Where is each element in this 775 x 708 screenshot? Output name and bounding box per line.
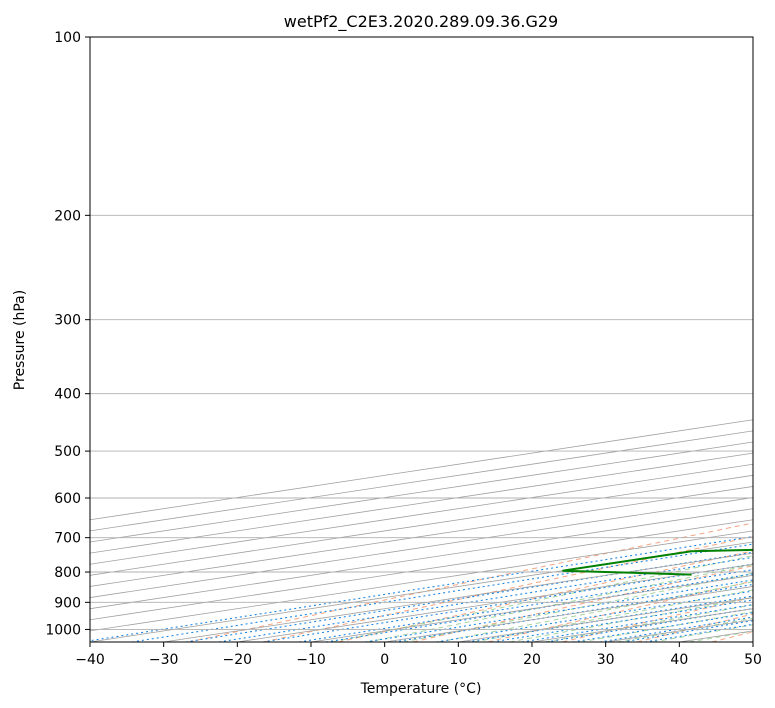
y-tick-label: 700 [54,531,81,547]
x-tick-label: 20 [523,652,541,668]
dry-adiabat [188,522,753,642]
isotherm [90,441,753,543]
isotherm [90,497,753,598]
y-axis-title: Pressure (hPa) [12,290,28,390]
x-tick-label: −20 [223,652,253,668]
y-tick-label: 900 [54,595,81,611]
y-tick-label: 100 [54,30,81,46]
isotherm [90,530,753,632]
isotherm [90,474,753,576]
isotherm [90,463,753,565]
x-axis-title: Temperature (°C) [360,681,482,697]
plot-frame [89,36,754,643]
mixing-ratio-line [599,616,753,642]
grid-lines [90,37,753,642]
moist-adiabat [403,572,753,642]
y-axis: 100 200 300 400 500 600 700 800 900 1000 [45,30,90,638]
x-tick-label: 50 [744,652,762,668]
x-tick-label: −30 [149,652,179,668]
mixing-ratio-line [218,556,753,642]
isotherm [90,508,753,610]
mixing-ratio-line [546,607,753,642]
x-tick-label: −10 [296,652,326,668]
dry-adiabat [412,565,753,642]
y-tick-label: 600 [54,491,81,507]
isotherm [90,519,753,621]
y-tick-label: 500 [54,444,81,460]
y-tick-label: 1000 [45,622,81,638]
x-tick-label: −40 [75,652,105,668]
mixing-ratio-line [90,535,753,642]
moist-adiabat [509,597,753,642]
dry-adiabat [338,550,753,642]
y-tick-label: 200 [54,208,81,224]
y-tick-label: 300 [54,313,81,329]
y-tick-label: 800 [54,565,81,581]
mixing-ratio-line [572,612,753,642]
mixing-ratio-line [131,543,753,642]
isotherm [90,452,753,554]
y-tick-label: 400 [54,387,81,403]
x-tick-label: 30 [597,652,615,668]
x-axis: −40 −30 −20 −10 0 10 20 30 40 50 [75,642,762,668]
x-tick-label: 10 [449,652,467,668]
isotherm [90,486,753,587]
x-tick-label: 40 [670,652,688,668]
x-tick-label: 0 [380,652,389,668]
chart-title: wetPf2_C2E3.2020.289.09.36.G29 [284,12,558,32]
moist-adiabat [332,555,753,642]
